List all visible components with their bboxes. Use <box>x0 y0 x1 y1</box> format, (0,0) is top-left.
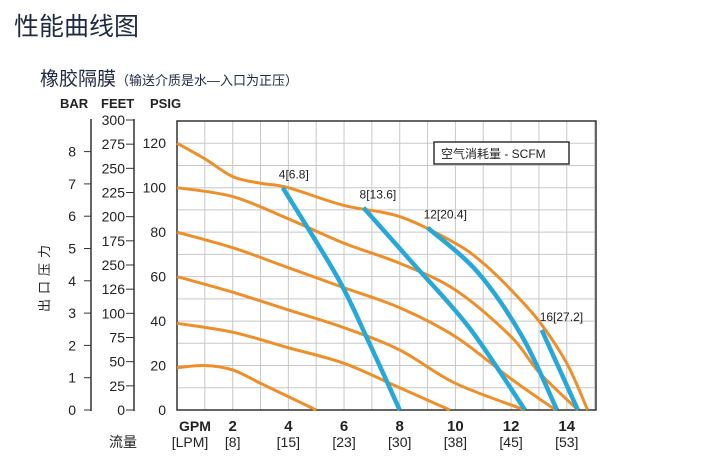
feet-tick-label: 250 <box>102 160 126 176</box>
feet-tick-label: 75 <box>109 330 125 346</box>
air-curve-label: 4[6.8] <box>279 168 309 182</box>
x-tick-label: 6 <box>340 418 348 435</box>
psig-tick-label: 120 <box>143 135 167 151</box>
chart-title: 橡胶隔膜（输送介质是水—入口为正压） <box>40 68 298 90</box>
air-curve-label: 8[13.6] <box>360 188 397 202</box>
pressure-curve-4 <box>176 321 451 412</box>
bar-tick-label: 0 <box>68 402 76 418</box>
psig-tick-label: 60 <box>150 269 166 285</box>
air-curve-label: 16[27.2] <box>540 310 583 324</box>
x-tick-label-lpm: [53] <box>555 434 578 450</box>
air-curve-2 <box>426 226 560 411</box>
feet-tick-label: 225 <box>102 185 126 201</box>
feet-tick-label: 300 <box>102 112 126 128</box>
feet-tick-label: 250 <box>102 257 126 273</box>
air-curve-0 <box>280 186 402 411</box>
x-tick-label-lpm: [8] <box>225 434 241 450</box>
feet-tick-label: 175 <box>102 233 126 249</box>
x-tick-label-lpm: [38] <box>444 434 467 450</box>
pressure-curve-3 <box>176 275 526 412</box>
bar-tick-label: 2 <box>68 337 76 353</box>
legend-text: 空气消耗量 - SCFM <box>441 146 546 161</box>
axis-title-psig: PSIG <box>150 96 181 111</box>
bar-tick-label: 4 <box>68 273 76 289</box>
bar-tick-label: 7 <box>68 176 76 192</box>
feet-tick-label: 126 <box>102 281 126 297</box>
bar-tick-label: 5 <box>68 241 76 257</box>
bar-tick-label: 3 <box>68 305 76 321</box>
feet-tick-label: 200 <box>102 209 126 225</box>
x-tick-label: 12 <box>503 418 520 435</box>
feet-tick-label: 100 <box>102 305 126 321</box>
x-tick-label-lpm: [23] <box>332 434 355 450</box>
psig-tick-label: 20 <box>150 358 166 374</box>
x-tick-label-lpm: [45] <box>499 434 522 450</box>
feet-tick-label: 50 <box>109 354 125 370</box>
x-axis-label: 流量 <box>109 434 137 450</box>
x-tick-label: 4 <box>284 418 293 435</box>
x-tick-label: 8 <box>396 418 404 435</box>
x-unit-gpm: GPM <box>179 418 211 434</box>
air-curve-3 <box>539 329 580 411</box>
page-title: 性能曲线图 <box>14 13 139 41</box>
psig-tick-label: 0 <box>158 402 166 418</box>
x-tick-label: 2 <box>229 418 237 435</box>
psig-tick-label: 100 <box>143 180 167 196</box>
x-tick-label: 14 <box>558 418 575 435</box>
feet-tick-label: 25 <box>109 378 125 394</box>
axis-title-feet: FEET <box>101 96 134 111</box>
legend-box <box>433 141 570 165</box>
x-tick-label: 10 <box>447 418 464 435</box>
x-unit-lpm: [LPM] <box>172 434 209 450</box>
x-tick-label-lpm: [30] <box>388 434 411 450</box>
bar-tick-label: 8 <box>68 144 76 160</box>
feet-tick-label: 275 <box>102 136 126 152</box>
psig-tick-label: 80 <box>150 224 166 240</box>
air-curve-1 <box>361 206 527 412</box>
pressure-curve-1 <box>176 186 579 412</box>
axis-title-bar: BAR <box>60 96 89 111</box>
psig-tick-label: 40 <box>150 313 166 329</box>
air-curve-label: 12[20.4] <box>424 208 467 222</box>
plot-frame <box>176 120 597 411</box>
pressure-curve-5 <box>176 364 317 412</box>
bar-tick-label: 1 <box>68 370 76 386</box>
y-axis-label: 出口压力 <box>37 240 52 312</box>
feet-tick-label: 0 <box>117 402 125 418</box>
pressure-curve-2 <box>176 230 557 412</box>
bar-tick-label: 6 <box>68 208 76 224</box>
pressure-curve-0 <box>176 141 590 411</box>
x-tick-label-lpm: [15] <box>277 434 300 450</box>
